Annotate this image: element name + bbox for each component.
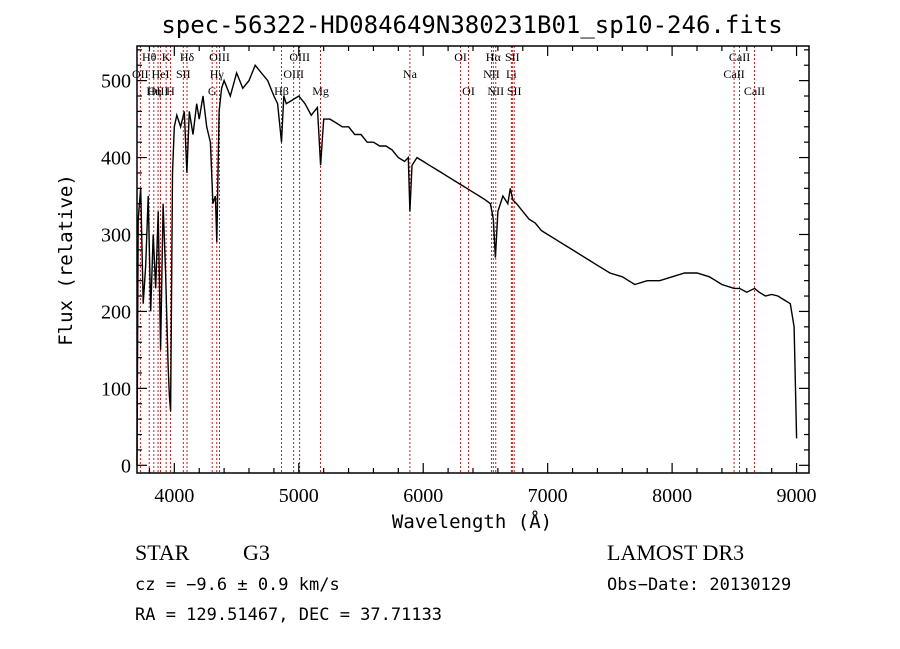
x-tick-label-1: 5000 xyxy=(279,485,319,507)
redshift-cz: cz = −9.6 ± 0.9 km/s xyxy=(135,575,340,595)
marker-label-5: Hη xyxy=(146,84,161,98)
marker-label-6: Hδ xyxy=(180,50,195,64)
marker-label-24: SII xyxy=(507,84,522,98)
x-tick-label-4: 8000 xyxy=(652,485,692,507)
y-tick-label-1: 100 xyxy=(101,378,131,400)
marker-label-21: NII xyxy=(483,67,500,81)
marker-label-14: Hβ xyxy=(274,84,289,98)
y-tick-label-2: 200 xyxy=(101,301,131,323)
x-tick-label-2: 6000 xyxy=(403,485,443,507)
y-tick-label-3: 300 xyxy=(101,224,131,246)
marker-label-26: CaII xyxy=(723,67,744,81)
marker-label-10: Hγ xyxy=(210,67,225,81)
marker-label-0: Hθ xyxy=(142,50,157,64)
x-axis-ticks: 4000 5000 6000 7000 8000 9000 xyxy=(148,46,817,507)
y-tick-label-4: 400 xyxy=(101,148,131,170)
spectral-line-markers xyxy=(139,46,755,473)
marker-label-9: OIII xyxy=(209,50,230,64)
y-axis-ticks: 0 100 200 300 400 500 xyxy=(101,49,809,477)
marker-label-16: Na xyxy=(403,67,418,81)
marker-label-2: OIII xyxy=(148,84,169,98)
y-tick-label-5: 500 xyxy=(101,71,131,93)
x-tick-label-0: 4000 xyxy=(154,485,194,507)
y-axis-label: Flux (relative) xyxy=(55,174,77,346)
marker-label-12: OIII xyxy=(289,50,310,64)
marker-label-3: K xyxy=(162,50,171,64)
marker-label-1: OII xyxy=(132,67,149,81)
marker-label-8: H xyxy=(166,84,175,98)
chart-title: spec-56322-HD084649N380231B01_sp10-246.f… xyxy=(161,11,782,39)
object-type: STAR xyxy=(135,540,190,565)
marker-label-25: CaII xyxy=(729,50,750,64)
marker-label-13: OIII xyxy=(283,67,304,81)
marker-label-15: Mg xyxy=(312,84,329,98)
coordinates: RA = 129.51467, DEC = 37.71133 xyxy=(135,605,442,625)
plot-frame xyxy=(136,45,810,474)
marker-label-17: OI xyxy=(454,50,467,64)
y-tick-label-0: 0 xyxy=(121,455,131,477)
marker-label-4: HeI xyxy=(152,67,170,81)
marker-label-22: Li xyxy=(506,67,517,81)
marker-label-23: NII xyxy=(487,84,504,98)
marker-label-19: Hα xyxy=(486,50,502,64)
x-tick-label-5: 9000 xyxy=(777,485,817,507)
x-axis-label: Wavelength (Å) xyxy=(392,510,552,533)
x-tick-label-3: 7000 xyxy=(528,485,568,507)
object-subclass: G3 xyxy=(243,540,270,565)
marker-label-11: G xyxy=(208,84,217,98)
survey-name: LAMOST DR3 xyxy=(607,540,744,565)
marker-label-20: SII xyxy=(505,50,520,64)
marker-label-7: SII xyxy=(176,67,191,81)
marker-label-18: OI xyxy=(462,84,475,98)
spectrum-line xyxy=(136,63,798,466)
observation-date: Obs−Date: 20130129 xyxy=(607,575,791,595)
marker-label-27: CaII xyxy=(744,84,765,98)
